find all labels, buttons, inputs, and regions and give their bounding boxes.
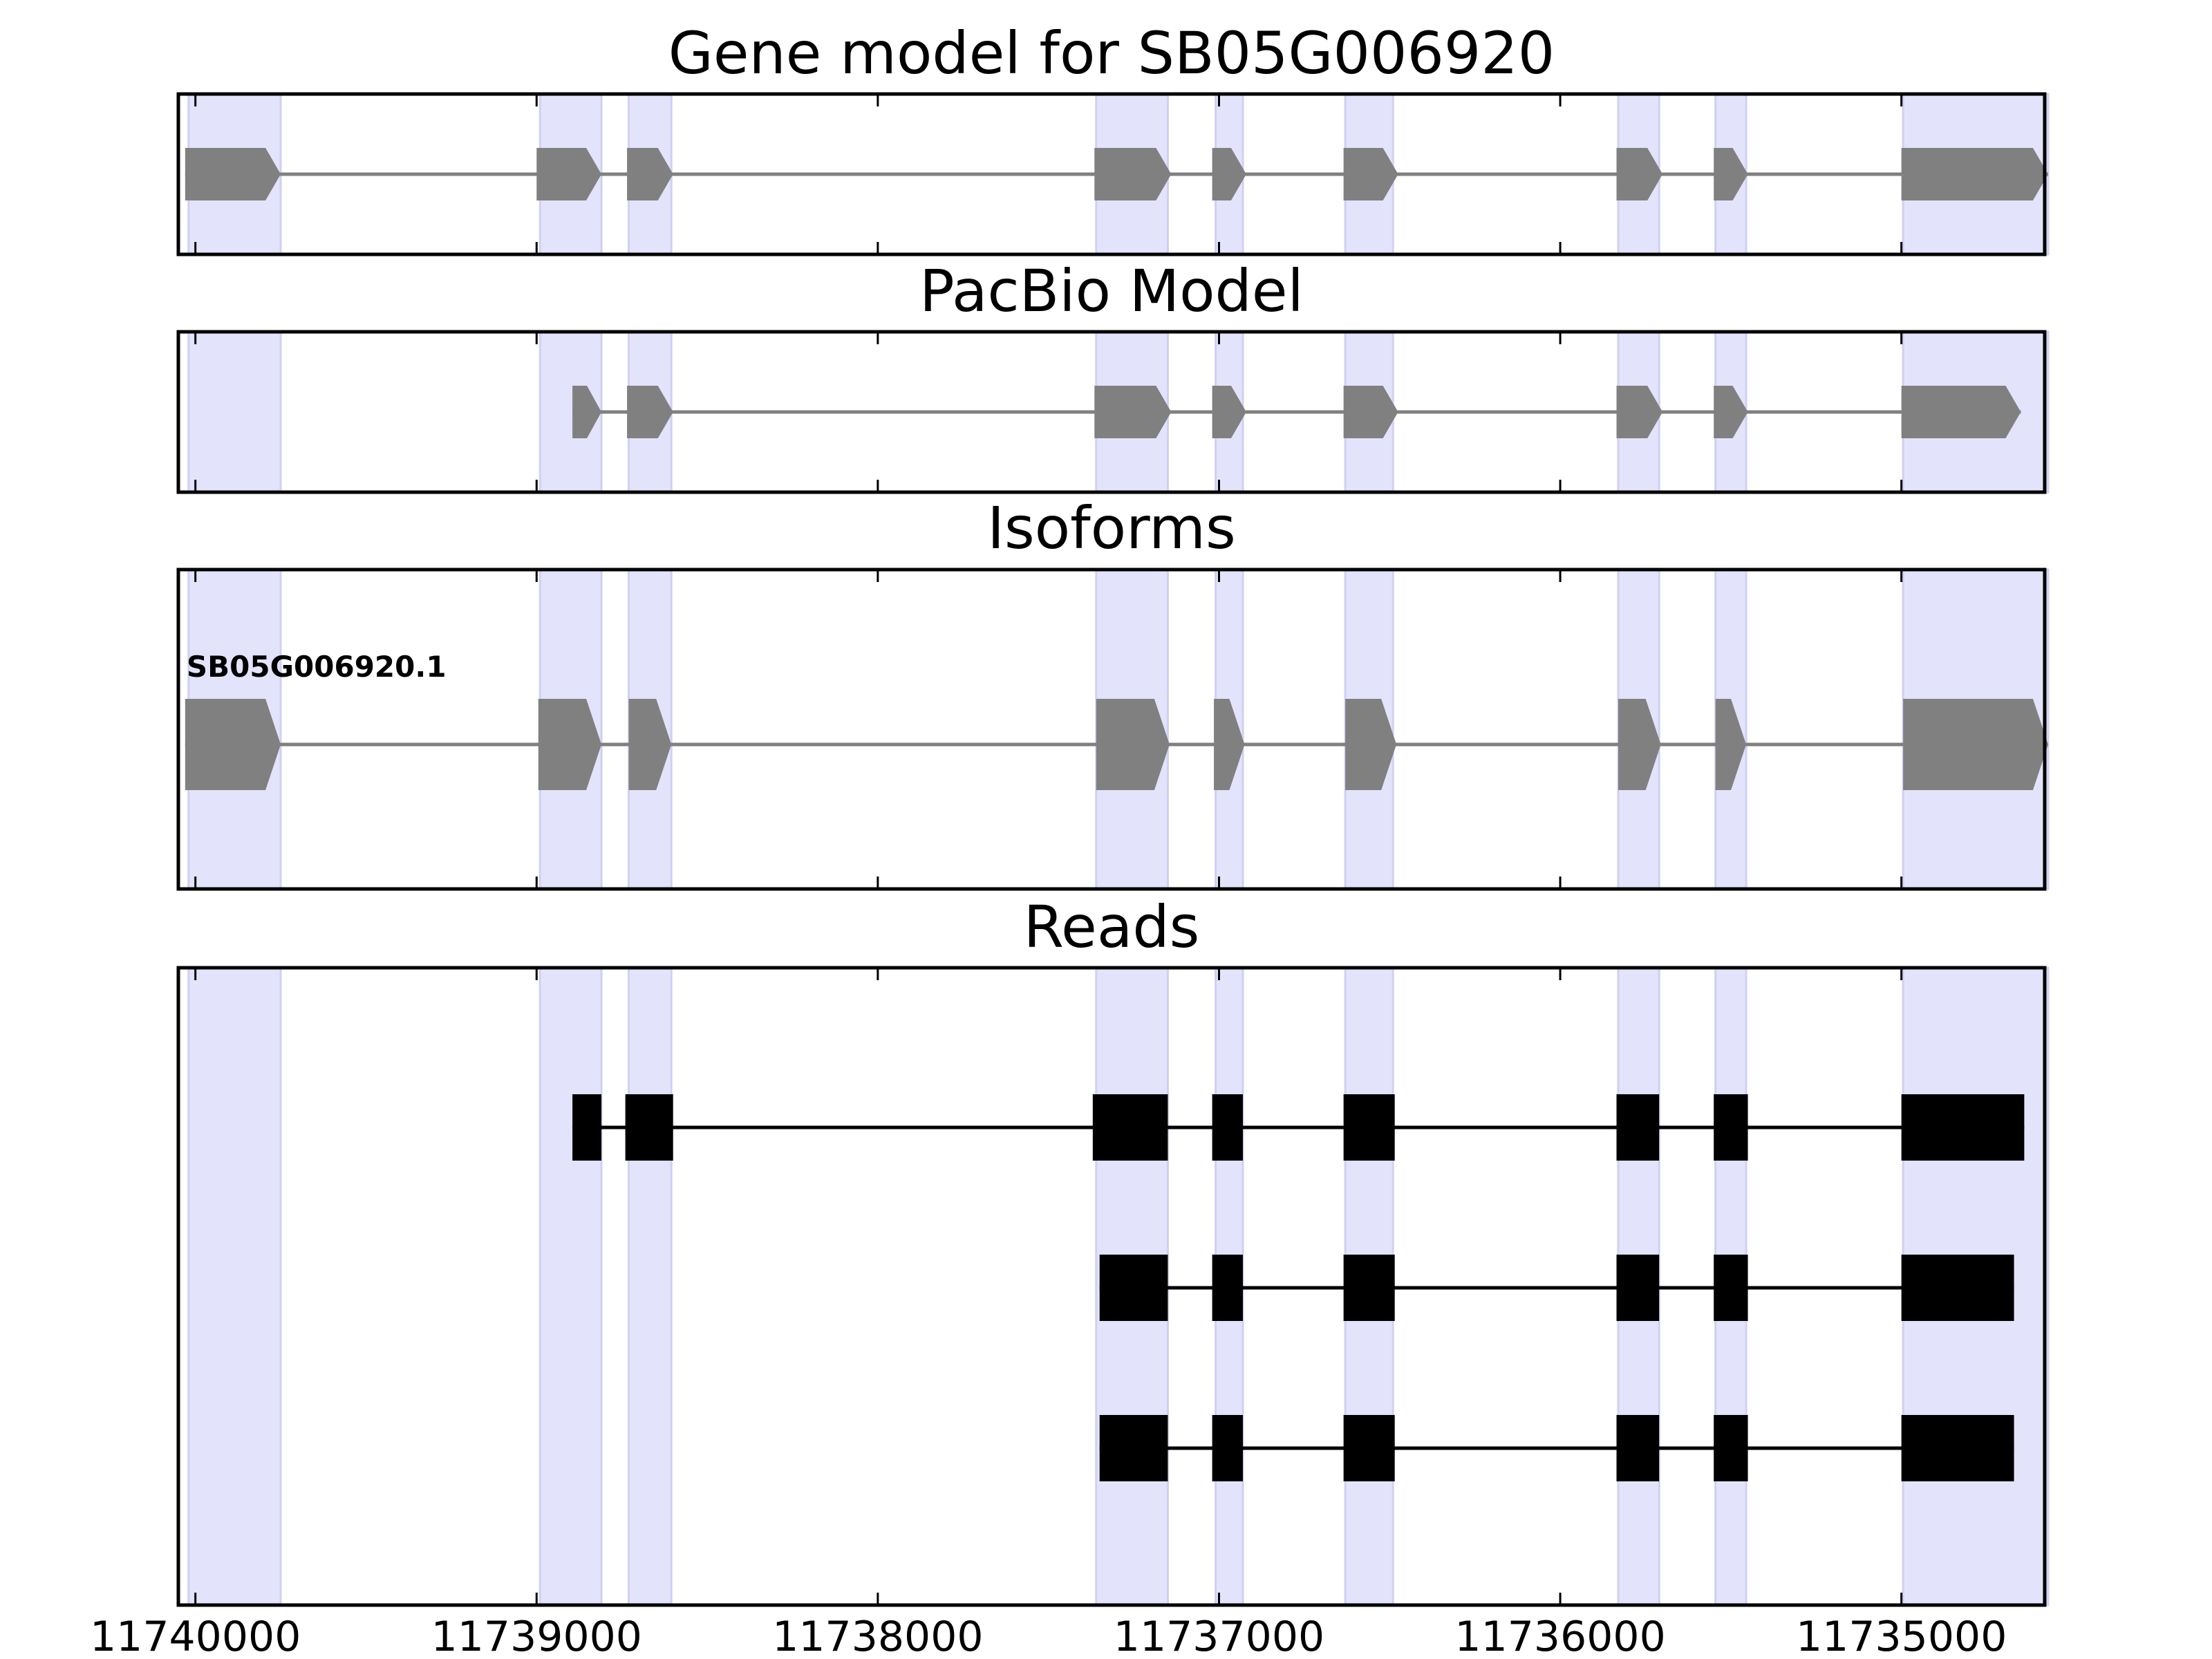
axes-frame [176, 568, 2047, 891]
exon-arrow [1096, 699, 1170, 790]
exon-arrow [1343, 148, 1398, 200]
exon-arrow [185, 699, 281, 790]
x-tick-label: 11738000 [772, 1613, 983, 1659]
read-exon-block [1901, 1415, 2014, 1481]
exon-arrow [1714, 386, 1748, 438]
panel-title: Gene model for SB05G006920 [668, 19, 1555, 87]
read-exon-block [1714, 1255, 1748, 1321]
panel-gene-model: Gene model for SB05G006920 [176, 19, 2050, 256]
axes-frame [176, 966, 2047, 1607]
panel-title: Reads [1024, 893, 1200, 961]
x-tick-label: 11739000 [431, 1613, 642, 1659]
panel-pacbio-model: PacBio Model [176, 257, 2050, 494]
panel-title: Isoforms [987, 494, 1236, 562]
exon-arrow [1901, 386, 2021, 438]
x-tick-label: 11740000 [90, 1613, 301, 1659]
exon-arrow [1714, 148, 1748, 200]
exon-arrow [1616, 386, 1663, 438]
exon-arrow [1094, 148, 1172, 200]
read-exon-block [1099, 1415, 1168, 1481]
read-exon-block [1901, 1094, 2025, 1161]
read-exon-block [1901, 1255, 2014, 1321]
axes-frame [176, 92, 2047, 256]
read-exon-block [1616, 1415, 1660, 1481]
read-exon-block [1616, 1255, 1660, 1321]
read-exon-block [1343, 1415, 1395, 1481]
exon-arrow [1212, 148, 1246, 200]
panel-isoforms: Isoforms SB05G006920.1 [176, 494, 2050, 891]
exon-arrow [627, 386, 673, 438]
read-exon-block [1212, 1094, 1244, 1161]
exon-arrow [628, 699, 672, 790]
exon-region-shade [187, 966, 282, 1606]
exon-arrow [1901, 148, 2048, 200]
exon-arrow [1343, 386, 1398, 438]
exon-region-shade [187, 330, 282, 494]
exon-arrow [536, 148, 602, 200]
panel-title: PacBio Model [919, 257, 1304, 325]
exon-arrow [1618, 699, 1661, 790]
exon-region-shade [628, 966, 673, 1606]
read-exon-block [1099, 1255, 1168, 1321]
exon-arrow [627, 148, 673, 200]
read-exon-block [625, 1094, 673, 1161]
read-exon-block [1343, 1255, 1395, 1321]
read-exon-block [1343, 1094, 1395, 1161]
exon-region-shade [538, 966, 603, 1606]
x-tick-label: 11736000 [1454, 1613, 1665, 1659]
exon-arrow [1903, 699, 2048, 790]
read-exon-block [1714, 1094, 1748, 1161]
exon-arrow [1094, 386, 1172, 438]
exon-arrow [1345, 699, 1397, 790]
exon-arrow [1214, 699, 1245, 790]
read-exon-block [572, 1094, 602, 1161]
exon-arrow [538, 699, 602, 790]
exon-arrow [185, 148, 281, 200]
isoform-label: SB05G006920.1 [187, 650, 447, 684]
panel-reads: Reads 11740000 11739000 11738000 11737000 117… [90, 893, 2050, 1659]
read-exon-block [1616, 1094, 1660, 1161]
exon-arrow [572, 386, 602, 438]
read-exon-block [1714, 1415, 1748, 1481]
x-tick-label: 11735000 [1796, 1613, 2007, 1659]
read-exon-block [1212, 1255, 1244, 1321]
exon-arrow [1212, 386, 1246, 438]
read-exon-block [1092, 1094, 1168, 1161]
read-exon-block [1212, 1415, 1244, 1481]
exon-arrow [1616, 148, 1663, 200]
exon-arrow [1715, 699, 1747, 790]
axes-frame [176, 330, 2047, 494]
x-tick-label: 11737000 [1114, 1613, 1324, 1659]
